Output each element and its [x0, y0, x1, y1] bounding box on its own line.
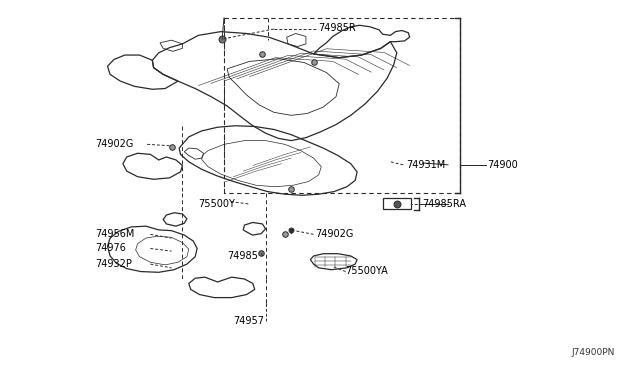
Text: J74900PN: J74900PN	[571, 348, 614, 357]
Text: 74902G: 74902G	[315, 229, 353, 238]
Text: 74957: 74957	[234, 316, 264, 326]
Text: 74985RA: 74985RA	[422, 199, 467, 209]
Text: 74902G: 74902G	[95, 140, 133, 149]
Text: 74976: 74976	[95, 244, 125, 253]
Text: 74985: 74985	[227, 251, 258, 261]
Text: 74900: 74900	[488, 160, 518, 170]
Text: 75500Y: 75500Y	[198, 199, 236, 209]
Text: 74985R: 74985R	[318, 23, 356, 33]
Text: 75500YA: 75500YA	[346, 266, 388, 276]
Text: 74931M: 74931M	[406, 160, 445, 170]
Text: 74932P: 74932P	[95, 259, 132, 269]
Text: 74956M: 74956M	[95, 229, 134, 238]
